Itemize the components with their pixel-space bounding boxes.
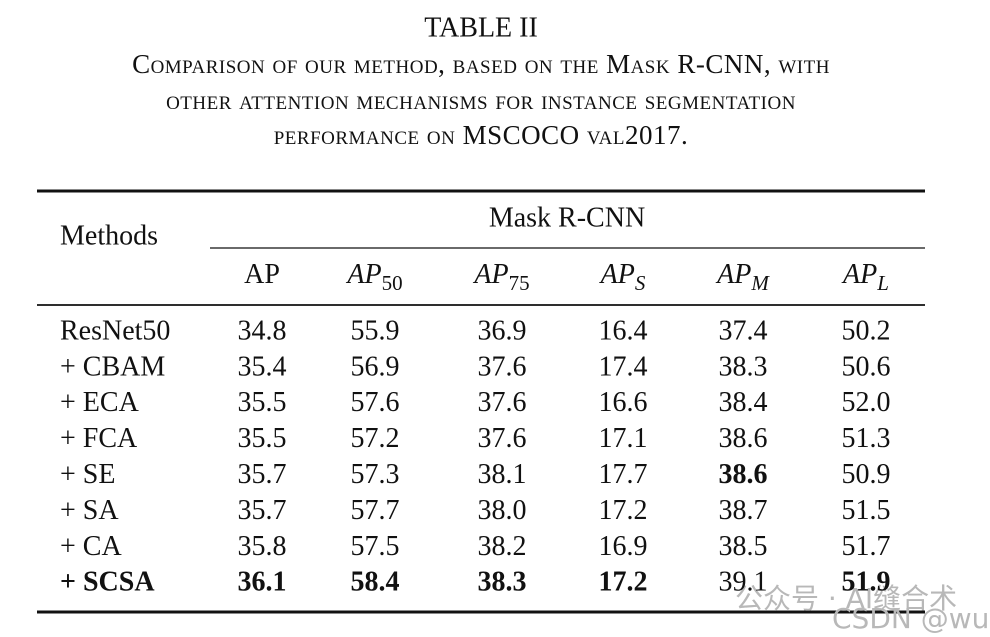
table-cell: 51.9 [842, 567, 891, 598]
watermark: CSDN @wuling129 [832, 602, 990, 635]
column-header-main: AP [472, 259, 508, 290]
caption-line: performance on MSCOCO val2017. [274, 120, 689, 150]
table-cell: 52.0 [842, 387, 891, 418]
table-cell: 16.9 [599, 531, 648, 562]
column-header: APL [841, 259, 889, 294]
method-name: + ECA [60, 387, 140, 418]
column-header-sub: 50 [382, 271, 403, 295]
method-name: + CBAM [60, 351, 165, 382]
method-name: + FCA [60, 423, 138, 454]
column-header-sub: 75 [509, 271, 530, 295]
table-cell: 57.7 [351, 495, 400, 526]
column-header: AP [244, 259, 280, 290]
column-header-main: AP [715, 259, 751, 290]
table-cell: 51.7 [842, 531, 891, 562]
table-cell: 50.6 [842, 351, 891, 382]
table-cell: 57.5 [351, 531, 400, 562]
column-header-main: AP [841, 259, 877, 290]
table-cell: 37.4 [719, 315, 768, 346]
table-cell: 34.8 [238, 315, 287, 346]
table-cell: 35.8 [238, 531, 287, 562]
table-cell: 38.1 [478, 459, 527, 490]
method-name: + SCSA [60, 567, 155, 598]
table-cell: 38.5 [719, 531, 768, 562]
group-header: Mask R-CNN [489, 202, 645, 233]
table-cell: 38.4 [719, 387, 768, 418]
column-header: AP50 [345, 259, 402, 294]
watermark: 公众号 · AI缝合术 [735, 582, 957, 615]
table-cell: 35.7 [238, 459, 287, 490]
table-cell: 39.1 [719, 567, 768, 598]
table-cell: 38.0 [478, 495, 527, 526]
table-cell: 51.3 [842, 423, 891, 454]
table-cell: 36.1 [238, 567, 287, 598]
table-cell: 38.6 [719, 459, 768, 490]
table-cell: 50.2 [842, 315, 891, 346]
method-name: + SA [60, 495, 119, 526]
column-header-main: AP [345, 259, 381, 290]
table-cell: 37.6 [478, 351, 527, 382]
table-cell: 36.9 [478, 315, 527, 346]
table-cell: 38.6 [719, 423, 768, 454]
table-cell: 51.5 [842, 495, 891, 526]
table-cell: 37.6 [478, 423, 527, 454]
table-cell: 38.3 [478, 567, 527, 598]
caption-line: other attention mechanisms for instance … [166, 85, 796, 115]
caption-line: Comparison of our method, based on the M… [132, 49, 830, 79]
table-cell: 35.4 [238, 351, 287, 382]
row-header: Methods [60, 220, 158, 251]
table-cell: 58.4 [351, 567, 400, 598]
column-header-sub: L [876, 271, 889, 295]
column-header-main: AP [599, 259, 635, 290]
table-cell: 35.5 [238, 423, 287, 454]
table-cell: 17.2 [599, 567, 648, 598]
method-name: + CA [60, 531, 122, 562]
table-cell: 17.2 [599, 495, 648, 526]
table-cell: 16.4 [599, 315, 648, 346]
table-cell: 56.9 [351, 351, 400, 382]
table-cell: 57.2 [351, 423, 400, 454]
table-cell: 57.6 [351, 387, 400, 418]
table-title: TABLE II [424, 12, 538, 43]
table-cell: 38.2 [478, 531, 527, 562]
table-cell: 17.1 [599, 423, 648, 454]
table-cell: 35.5 [238, 387, 287, 418]
method-name: + SE [60, 459, 115, 490]
table-cell: 55.9 [351, 315, 400, 346]
method-name: ResNet50 [60, 315, 170, 346]
table-cell: 50.9 [842, 459, 891, 490]
table-cell: 16.6 [599, 387, 648, 418]
column-header-sub: M [750, 271, 770, 295]
column-header: AP75 [472, 259, 529, 294]
column-header: APS [599, 259, 646, 294]
column-header-sub: S [635, 271, 646, 295]
table-cell: 38.7 [719, 495, 768, 526]
table-cell: 35.7 [238, 495, 287, 526]
table-cell: 17.7 [599, 459, 648, 490]
table-cell: 57.3 [351, 459, 400, 490]
column-header: APM [715, 259, 770, 294]
table-cell: 37.6 [478, 387, 527, 418]
table-cell: 38.3 [719, 351, 768, 382]
column-header-main: AP [244, 259, 280, 290]
table-cell: 17.4 [599, 351, 648, 382]
